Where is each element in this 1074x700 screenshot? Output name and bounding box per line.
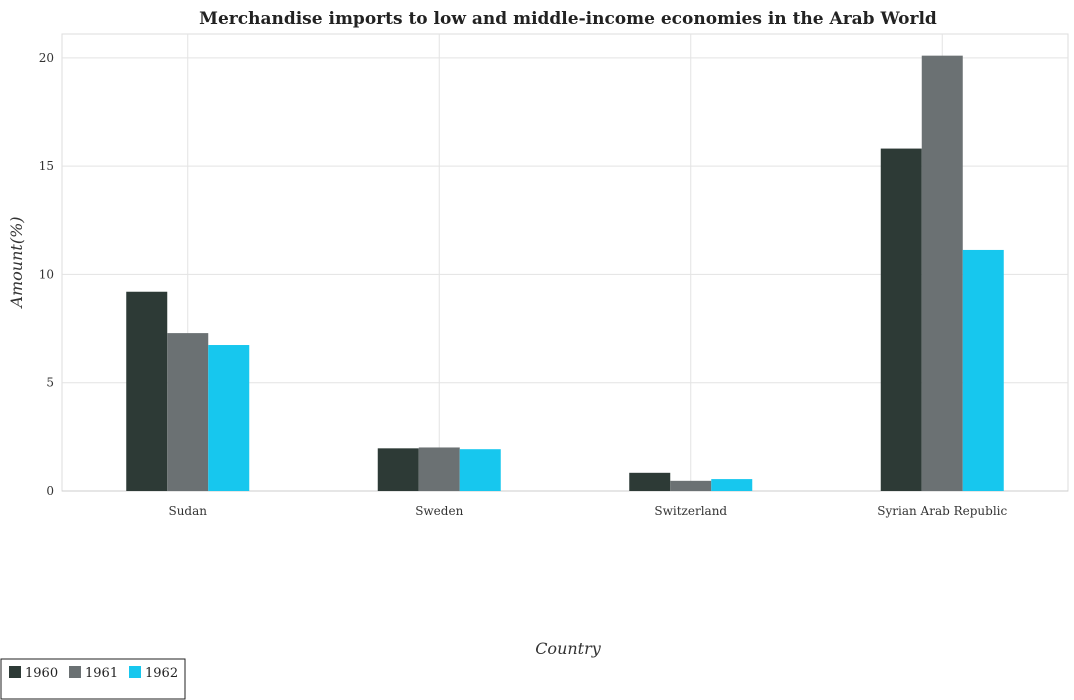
y-axis-label: Amount(%) [7, 216, 26, 309]
y-tick-label: 10 [39, 267, 54, 281]
y-tick-label: 5 [46, 376, 54, 390]
legend-box [0, 658, 186, 700]
bar-1961-switzerland [670, 480, 712, 491]
y-tick-label: 20 [39, 51, 54, 65]
legend-swatch-1961 [69, 666, 81, 678]
x-tick-label: Sweden [415, 504, 463, 518]
bar-1962-syrian-arab-republic [962, 249, 1004, 491]
bar-1960-sweden [377, 448, 419, 491]
bar-1960-sudan [126, 291, 168, 491]
x-tick-label: Switzerland [654, 504, 727, 518]
x-axis-label: Country [535, 639, 602, 658]
legend-swatch-1960 [9, 666, 21, 678]
y-tick-label: 0 [46, 484, 54, 498]
y-tick-label: 15 [39, 159, 54, 173]
legend-label-1961: 1961 [85, 666, 118, 681]
legend-label-1962: 1962 [145, 666, 178, 681]
bars [126, 55, 1004, 492]
bar-1962-sudan [208, 345, 250, 491]
legend: 1960 1961 1962 [0, 658, 186, 700]
bar-1962-sweden [459, 449, 501, 491]
bar-1961-sweden [418, 447, 460, 491]
x-tick-label: Sudan [168, 504, 207, 518]
x-tick-label: Syrian Arab Republic [877, 504, 1007, 518]
bar-1962-switzerland [711, 479, 753, 491]
legend-label-1960: 1960 [25, 666, 58, 681]
bar-1961-sudan [167, 333, 209, 491]
bar-1960-switzerland [629, 472, 671, 491]
chart-title: Merchandise imports to low and middle-in… [199, 9, 937, 29]
legend-swatch-1962 [129, 666, 141, 678]
bar-1961-syrian-arab-republic [921, 55, 963, 492]
bar-1960-syrian-arab-republic [880, 148, 922, 491]
ticks: 0 5 10 15 20 Sudan Sweden Switzerland Syrian Ara… [39, 51, 1008, 518]
